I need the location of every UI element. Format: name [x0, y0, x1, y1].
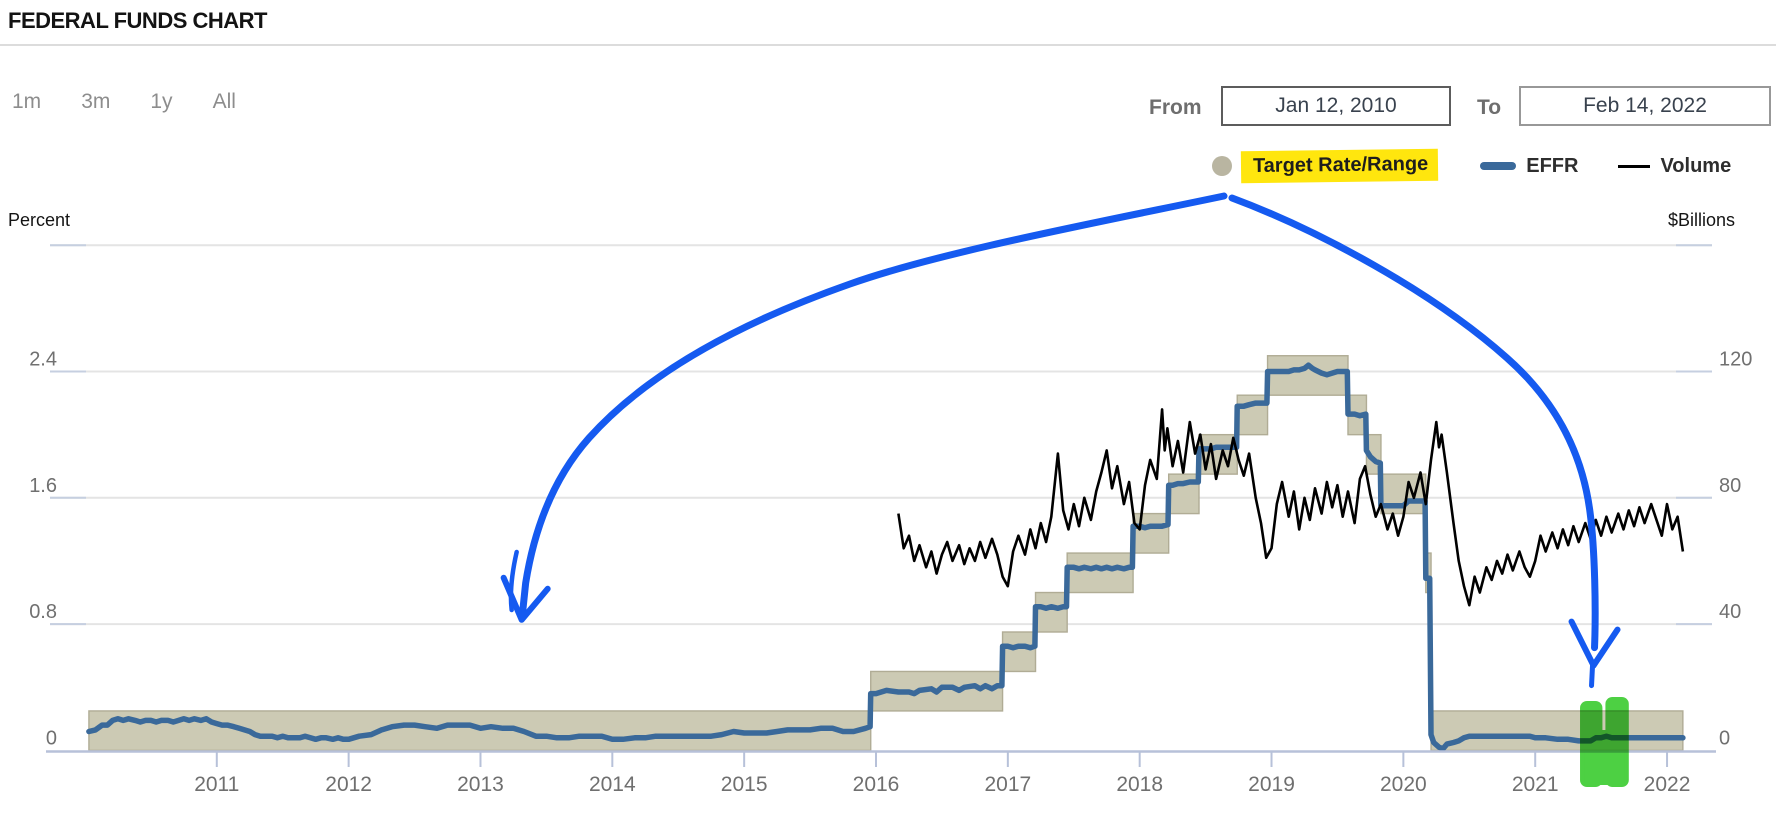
- svg-text:0: 0: [46, 727, 57, 749]
- range-button-3m[interactable]: 3m: [81, 90, 111, 113]
- x-axis-year-labels: 2011 2012 2013 2014 2015 2016 2017 2018 2019 2020…: [194, 773, 1690, 796]
- svg-text:80: 80: [1719, 475, 1741, 497]
- svg-text:2015: 2015: [721, 773, 768, 796]
- svg-text:2016: 2016: [853, 773, 900, 796]
- svg-text:2017: 2017: [984, 773, 1031, 796]
- svg-text:2020: 2020: [1380, 773, 1427, 796]
- svg-text:2011: 2011: [194, 773, 239, 796]
- to-label: To: [1477, 96, 1502, 119]
- target-range-legend-dot-icon[interactable]: [1212, 156, 1232, 176]
- svg-text:2019: 2019: [1248, 773, 1295, 796]
- legend-effr-label[interactable]: EFFR: [1526, 154, 1579, 177]
- svg-text:2.4: 2.4: [29, 349, 57, 371]
- x-axis: [46, 750, 1716, 767]
- annotation-arrow-left: [500, 192, 1228, 623]
- range-button-1m[interactable]: 1m: [12, 90, 42, 113]
- effr-legend-swatch-icon[interactable]: [1480, 162, 1517, 170]
- svg-text:0: 0: [1719, 727, 1730, 749]
- svg-text:2014: 2014: [589, 773, 636, 796]
- svg-text:2018: 2018: [1116, 773, 1163, 796]
- svg-text:2012: 2012: [325, 773, 372, 796]
- svg-text:40: 40: [1719, 601, 1741, 623]
- svg-text:120: 120: [1719, 349, 1752, 371]
- svg-text:2013: 2013: [457, 773, 504, 796]
- svg-text:2022: 2022: [1644, 773, 1691, 796]
- time-range-buttons: 1m 3m 1y All: [12, 90, 236, 114]
- svg-text:0.8: 0.8: [29, 601, 57, 623]
- right-axis-title: $Billions: [1668, 210, 1736, 230]
- chart-legend: Target Rate/Range EFFR Volume: [1212, 148, 1732, 184]
- from-label: From: [1149, 96, 1202, 119]
- svg-text:1.6: 1.6: [29, 475, 57, 497]
- from-date-input[interactable]: [1221, 86, 1451, 126]
- page-title: FEDERAL FUNDS CHART: [8, 8, 267, 33]
- svg-text:2021: 2021: [1512, 773, 1559, 796]
- gridlines: [50, 244, 1712, 626]
- volume-line: [897, 408, 1685, 607]
- title-divider: [0, 44, 1776, 46]
- range-button-all[interactable]: All: [212, 90, 236, 113]
- range-button-1y[interactable]: 1y: [150, 90, 173, 113]
- left-axis-tick-labels: 0 0.8 1.6 2.4: [29, 349, 57, 750]
- green-highlighter-mark: [1580, 697, 1629, 787]
- left-axis-title: Percent: [8, 210, 71, 230]
- right-axis-tick-labels: 0 40 80 120: [1719, 349, 1752, 750]
- to-date-input[interactable]: [1519, 86, 1771, 126]
- legend-volume-label[interactable]: Volume: [1660, 154, 1732, 177]
- volume-legend-swatch-icon[interactable]: [1618, 164, 1651, 168]
- effr-line: [86, 362, 1686, 752]
- annotation-arrow-right: [1228, 194, 1621, 689]
